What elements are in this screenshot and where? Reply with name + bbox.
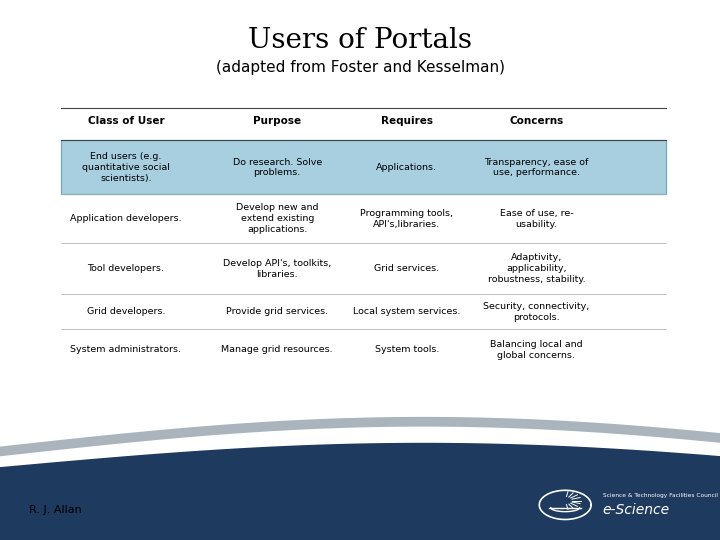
Polygon shape — [0, 443, 720, 540]
Text: Science & Technology Facilities Council: Science & Technology Facilities Council — [603, 492, 718, 498]
FancyBboxPatch shape — [61, 140, 666, 194]
Polygon shape — [0, 417, 720, 456]
Text: Grid services.: Grid services. — [374, 264, 439, 273]
Text: Requires: Requires — [381, 117, 433, 126]
Text: (adapted from Foster and Kesselman): (adapted from Foster and Kesselman) — [215, 60, 505, 75]
Text: System tools.: System tools. — [374, 345, 439, 354]
Text: Users of Portals: Users of Portals — [248, 27, 472, 54]
Text: Class of User: Class of User — [88, 117, 164, 126]
Text: Manage grid resources.: Manage grid resources. — [221, 345, 333, 354]
Text: R. J. Allan: R. J. Allan — [29, 505, 81, 515]
Text: Do research. Solve
problems.: Do research. Solve problems. — [233, 158, 322, 177]
Text: Ease of use, re-
usability.: Ease of use, re- usability. — [500, 209, 573, 228]
Text: Purpose: Purpose — [253, 117, 301, 126]
Text: Tool developers.: Tool developers. — [88, 264, 164, 273]
Text: Grid developers.: Grid developers. — [86, 307, 166, 316]
Text: End users (e.g.
quantitative social
scientists).: End users (e.g. quantitative social scie… — [82, 152, 170, 183]
Text: Programming tools,
API's,libraries.: Programming tools, API's,libraries. — [360, 209, 454, 228]
Text: Transparency, ease of
use, performance.: Transparency, ease of use, performance. — [485, 158, 588, 177]
Text: Security, connectivity,
protocols.: Security, connectivity, protocols. — [483, 302, 590, 322]
Text: Develop new and
extend existing
applications.: Develop new and extend existing applicat… — [236, 204, 318, 234]
Text: Applications.: Applications. — [377, 163, 437, 172]
Text: Adaptivity,
applicability,
robustness, stability.: Adaptivity, applicability, robustness, s… — [487, 253, 585, 284]
Text: Develop API's, toolkits,
libraries.: Develop API's, toolkits, libraries. — [223, 259, 331, 279]
Text: Application developers.: Application developers. — [70, 214, 182, 223]
Text: System administrators.: System administrators. — [71, 345, 181, 354]
Text: e-Science: e-Science — [603, 503, 670, 517]
Text: Concerns: Concerns — [509, 117, 564, 126]
Text: Provide grid services.: Provide grid services. — [226, 307, 328, 316]
Text: Local system services.: Local system services. — [353, 307, 461, 316]
Text: Balancing local and
global concerns.: Balancing local and global concerns. — [490, 340, 582, 360]
